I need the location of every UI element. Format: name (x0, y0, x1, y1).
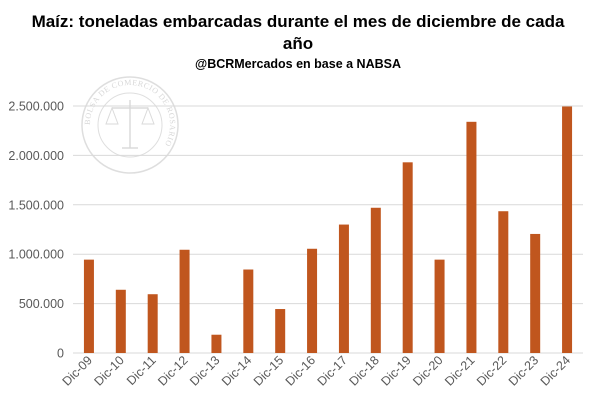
watermark-seal: BOLSA DE COMERCIO DE ROSARIO (81, 76, 179, 174)
bar-dic-12 (179, 249, 190, 353)
chart-subtitle: @BCRMercados en base a NABSA (195, 57, 401, 71)
x-tick-label: Dic-19 (378, 353, 413, 388)
x-tick-label: Dic-15 (251, 353, 286, 388)
bar-dic-24 (562, 106, 573, 353)
grid-lines (73, 105, 583, 354)
chart-title-line-1: Maíz: toneladas embarcadas durante el me… (32, 12, 565, 31)
bar-dic-09 (83, 259, 94, 353)
x-axis-ticks: Dic-09Dic-10Dic-11Dic-12Dic-13Dic-14Dic-… (60, 353, 574, 388)
x-tick-label: Dic-20 (410, 353, 445, 388)
bar-dic-17 (338, 224, 349, 353)
bar-dic-19 (402, 162, 413, 353)
x-tick-label: Dic-12 (155, 353, 190, 388)
x-tick-label: Dic-13 (187, 353, 222, 388)
x-tick-label: Dic-18 (346, 353, 381, 388)
y-tick-label: 1.500.000 (8, 198, 64, 212)
bar-dic-21 (466, 121, 477, 353)
bar-dic-23 (530, 233, 541, 353)
x-tick-label: Dic-24 (538, 353, 573, 388)
x-tick-label: Dic-11 (124, 353, 159, 388)
x-tick-label: Dic-23 (506, 353, 541, 388)
x-tick-label: Dic-09 (60, 353, 95, 388)
y-tick-label: 0 (57, 347, 64, 361)
x-tick-label: Dic-14 (219, 353, 254, 388)
bar-dic-18 (370, 207, 381, 353)
bar-dic-20 (434, 259, 445, 353)
bar-dic-11 (147, 294, 158, 353)
bars (83, 106, 573, 353)
bar-dic-13 (211, 334, 222, 353)
x-tick-label: Dic-16 (283, 353, 318, 388)
x-tick-label: Dic-22 (474, 353, 509, 388)
chart-title-line-2: año (283, 34, 313, 53)
y-tick-label: 1.000.000 (8, 248, 64, 262)
x-tick-label: Dic-21 (442, 353, 477, 388)
bar-dic-15 (275, 309, 286, 353)
x-tick-label: Dic-10 (91, 353, 126, 388)
y-axis-ticks: 0 500.000 1.000.000 1.500.000 2.000.000 2.500… (8, 100, 64, 361)
bar-dic-16 (307, 248, 318, 353)
x-tick-label: Dic-17 (315, 353, 350, 388)
y-tick-label: 2.500.000 (8, 100, 64, 114)
y-tick-label: 500.000 (19, 297, 64, 311)
bar-dic-14 (243, 269, 254, 353)
bar-dic-22 (498, 211, 509, 353)
bar-dic-10 (115, 289, 126, 353)
y-tick-label: 2.000.000 (8, 149, 64, 163)
